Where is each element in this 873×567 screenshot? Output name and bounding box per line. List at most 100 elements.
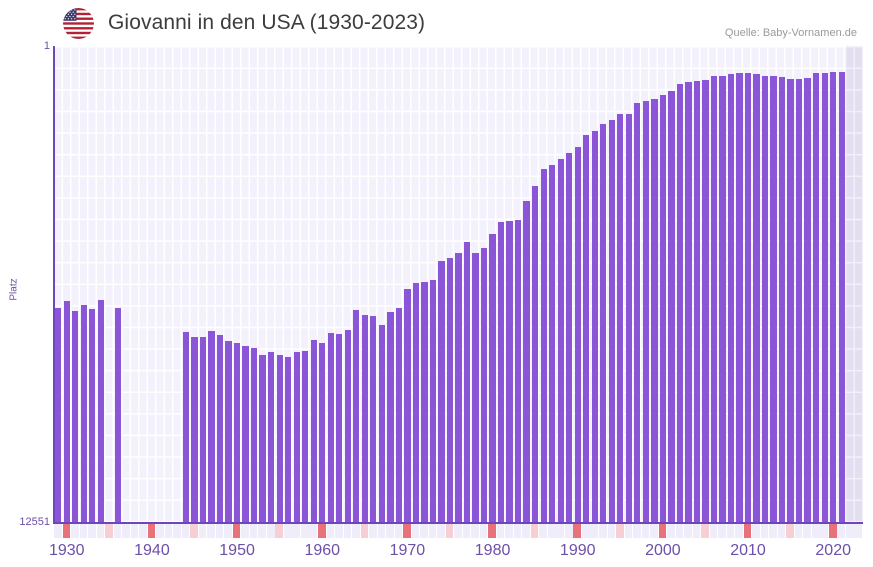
bar[interactable] — [250, 347, 258, 522]
bar[interactable] — [378, 324, 385, 522]
bar[interactable] — [472, 253, 479, 522]
bar[interactable] — [813, 73, 820, 522]
bar[interactable] — [659, 94, 667, 522]
bar[interactable] — [651, 98, 658, 522]
bar[interactable] — [719, 75, 726, 522]
bar[interactable] — [259, 354, 266, 522]
bar[interactable] — [625, 113, 632, 522]
year-marker-cell — [343, 524, 352, 538]
bar[interactable] — [480, 247, 488, 522]
year-marker-cell — [684, 524, 692, 538]
bar[interactable] — [642, 100, 649, 522]
bar[interactable] — [361, 315, 368, 522]
year-marker-cell — [471, 524, 479, 538]
bar[interactable] — [710, 76, 718, 522]
bar[interactable] — [63, 300, 70, 522]
bar[interactable] — [591, 130, 598, 522]
bar[interactable] — [199, 337, 207, 522]
bar[interactable] — [412, 283, 420, 522]
bar[interactable] — [685, 81, 692, 522]
bar[interactable] — [97, 299, 104, 522]
bar[interactable] — [353, 309, 360, 522]
bar[interactable] — [787, 78, 794, 522]
bar[interactable] — [242, 345, 249, 522]
year-marker-cell — [777, 524, 786, 538]
bar[interactable] — [310, 340, 317, 522]
bar[interactable] — [421, 281, 428, 522]
bar[interactable] — [523, 200, 530, 522]
bar[interactable] — [182, 332, 190, 522]
bar[interactable] — [344, 330, 351, 522]
bar[interactable] — [702, 80, 709, 522]
bar[interactable] — [72, 311, 79, 522]
bar[interactable] — [557, 159, 564, 522]
bar[interactable] — [761, 75, 769, 522]
bar[interactable] — [566, 152, 573, 522]
bar[interactable] — [549, 165, 556, 522]
bar[interactable] — [404, 289, 411, 522]
bar[interactable] — [830, 72, 837, 522]
bar[interactable] — [676, 84, 684, 522]
year-marker-cell — [811, 524, 820, 538]
bar[interactable] — [514, 220, 522, 522]
bar[interactable] — [438, 261, 445, 522]
bar[interactable] — [770, 76, 777, 522]
bar[interactable] — [276, 354, 283, 522]
bar[interactable] — [446, 257, 454, 522]
year-marker-cell — [181, 524, 190, 538]
bar[interactable] — [327, 332, 334, 522]
bar[interactable] — [55, 307, 62, 522]
bar[interactable] — [497, 221, 505, 522]
bar[interactable] — [80, 305, 87, 522]
bar[interactable] — [531, 185, 539, 522]
bar[interactable] — [285, 356, 292, 522]
bar[interactable] — [191, 336, 198, 522]
bar[interactable] — [617, 114, 624, 522]
year-marker-cell — [488, 524, 496, 538]
bar[interactable] — [336, 334, 343, 522]
bar[interactable] — [319, 343, 326, 522]
bar[interactable] — [608, 120, 615, 522]
bar[interactable] — [804, 78, 811, 522]
bar[interactable] — [455, 253, 462, 522]
bar[interactable] — [693, 80, 701, 522]
bar[interactable] — [489, 234, 496, 522]
bar[interactable] — [727, 74, 735, 522]
bar[interactable] — [370, 316, 377, 522]
year-marker-cell — [224, 524, 232, 538]
bar[interactable] — [583, 135, 590, 522]
bar[interactable] — [216, 335, 224, 522]
bar[interactable] — [821, 72, 828, 522]
bar[interactable] — [293, 352, 300, 522]
bar[interactable] — [395, 307, 403, 522]
bar[interactable] — [302, 350, 309, 522]
bar[interactable] — [736, 72, 743, 522]
bar[interactable] — [89, 308, 96, 522]
bar[interactable] — [463, 241, 471, 522]
year-marker-cell — [139, 524, 147, 538]
bar[interactable] — [744, 72, 752, 522]
x-axis-tick-label: 1990 — [559, 542, 596, 559]
bar[interactable] — [838, 72, 845, 522]
bar[interactable] — [208, 330, 215, 522]
year-marker-cell — [335, 524, 343, 538]
bar[interactable] — [753, 74, 760, 522]
bar[interactable] — [429, 280, 437, 522]
bar[interactable] — [540, 169, 547, 522]
bar[interactable] — [233, 342, 241, 522]
year-marker-cell — [752, 524, 760, 538]
bar[interactable] — [114, 307, 121, 522]
bar[interactable] — [778, 77, 786, 522]
year-marker-cell — [88, 524, 96, 538]
bar[interactable] — [668, 90, 675, 522]
bar[interactable] — [225, 340, 232, 522]
bar[interactable] — [268, 352, 275, 522]
year-marker-cell — [326, 524, 335, 538]
bar[interactable] — [795, 78, 803, 522]
bar[interactable] — [600, 123, 607, 522]
year-marker-cell — [616, 524, 624, 538]
bar[interactable] — [634, 103, 641, 522]
bar[interactable] — [387, 312, 394, 522]
bar[interactable] — [506, 221, 513, 522]
bar[interactable] — [574, 146, 581, 522]
